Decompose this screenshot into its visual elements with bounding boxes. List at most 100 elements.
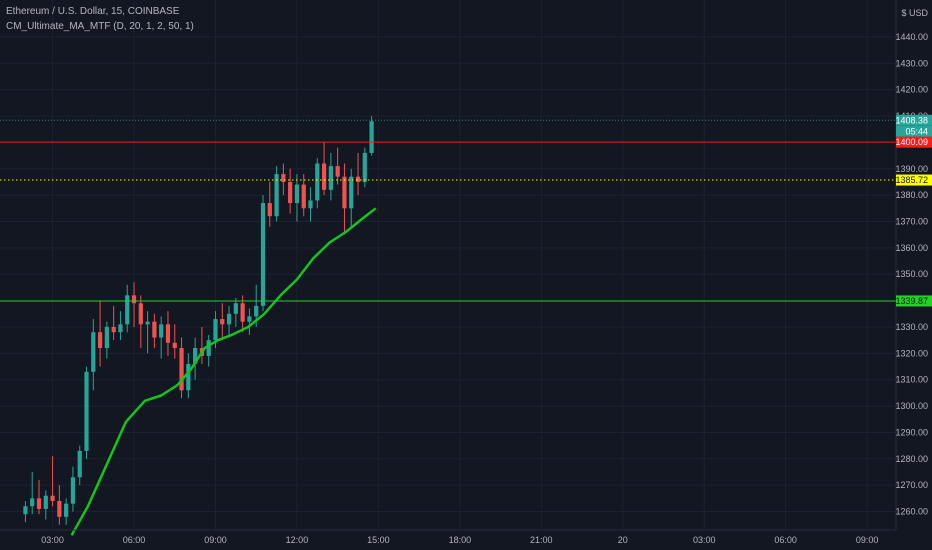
- candle-down: [288, 168, 293, 214]
- candle-up: [125, 284, 130, 333]
- candle-body: [57, 500, 62, 517]
- candle-body: [274, 174, 279, 217]
- candle-body: [335, 166, 340, 177]
- candle-up: [362, 147, 367, 188]
- candle-down: [301, 174, 306, 217]
- candle-up: [274, 166, 279, 222]
- candle-up: [91, 319, 96, 391]
- candle-body: [349, 176, 354, 209]
- candle-up: [70, 466, 76, 512]
- candle-up: [30, 471, 35, 515]
- candle-up: [260, 195, 266, 312]
- candle-up: [159, 316, 164, 359]
- candle-body: [233, 303, 238, 314]
- countdown-text: 05:44: [905, 126, 928, 136]
- candle-body: [159, 324, 164, 338]
- candle-body: [315, 163, 320, 201]
- candle-up: [64, 498, 69, 525]
- candle-body: [254, 305, 259, 317]
- candle-up: [118, 311, 123, 341]
- candle-up: [43, 490, 48, 520]
- candle-body: [104, 326, 109, 349]
- price-tick-label: 1280.00: [895, 454, 928, 464]
- time-tick-label: 09:00: [856, 535, 879, 545]
- last-price-label-text: 1408.38: [895, 115, 928, 125]
- candle-body: [131, 295, 137, 304]
- symbol-legend[interactable]: Ethereum / U.S. Dollar, 15, COINBASE: [6, 6, 180, 17]
- candle-down: [240, 295, 245, 333]
- candle-body: [193, 348, 198, 364]
- time-tick-label: 06:00: [123, 535, 146, 545]
- level-price-label: 1400.09: [895, 136, 932, 148]
- candle-body: [247, 316, 252, 322]
- grid-lines: [0, 0, 896, 530]
- candle-down: [172, 324, 177, 359]
- candle-down: [152, 313, 157, 349]
- candle-up: [77, 445, 82, 486]
- candle-body: [30, 498, 35, 507]
- time-tick-label: 09:00: [204, 535, 227, 545]
- candle-up: [349, 168, 354, 227]
- level-price-label-bg: [896, 136, 932, 148]
- candle-body: [23, 506, 28, 515]
- price-tick-label: 1330.00: [895, 322, 928, 332]
- price-tick-label: 1350.00: [895, 269, 928, 279]
- level-price-label-bg: [896, 174, 932, 186]
- candle-down: [97, 300, 103, 367]
- level-price-label-text: 1385.72: [895, 175, 928, 185]
- candle-body: [260, 203, 266, 306]
- candle-down: [335, 147, 340, 185]
- candle-down: [220, 303, 225, 341]
- time-tick-label: 03:00: [693, 535, 716, 545]
- candle-up: [308, 187, 313, 222]
- candle-body: [213, 319, 218, 341]
- price-tick-label: 1370.00: [895, 216, 928, 226]
- candle-body: [70, 477, 76, 504]
- time-tick-label: 06:00: [774, 535, 797, 545]
- candle-down: [36, 479, 42, 515]
- candle-body: [50, 495, 55, 501]
- candle-up: [193, 337, 198, 380]
- candle-body: [186, 363, 191, 391]
- time-tick-label: 21:00: [530, 535, 553, 545]
- candle-body: [220, 319, 225, 325]
- candle-body: [118, 324, 123, 333]
- last-price-label-bg: [896, 114, 932, 126]
- candle-body: [362, 152, 367, 182]
- candle-body: [342, 176, 347, 209]
- candle-down: [281, 163, 286, 196]
- moving-average-line: [70, 207, 377, 536]
- candle-body: [91, 332, 96, 372]
- level-price-label-text: 1400.09: [895, 137, 928, 147]
- price-tick-label: 1390.00: [895, 164, 928, 174]
- candle-up: [369, 116, 374, 156]
- price-tick-label: 1260.00: [895, 507, 928, 517]
- candle-down: [57, 485, 62, 525]
- candle-body: [138, 303, 143, 325]
- candle-up: [247, 308, 252, 335]
- candle-up: [23, 500, 28, 523]
- candle-body: [165, 324, 171, 343]
- price-tick-label: 1380.00: [895, 190, 928, 200]
- candle-body: [281, 174, 286, 182]
- candle-body: [240, 303, 245, 322]
- indicator-legend[interactable]: CM_Ultimate_MA_MTF (D, 20, 1, 2, 50, 1): [6, 21, 194, 32]
- price-tick-label: 1300.00: [895, 401, 928, 411]
- candle-up: [294, 174, 300, 222]
- candle-body: [321, 163, 327, 190]
- candle-body: [125, 295, 130, 325]
- candle-body: [369, 121, 374, 153]
- level-price-label: 1385.72: [895, 174, 932, 186]
- candle-down: [50, 456, 55, 507]
- candle-up: [315, 158, 320, 209]
- price-axis-background: [896, 0, 932, 550]
- candle-up: [145, 311, 150, 354]
- candle-body: [111, 326, 116, 333]
- price-tick-label: 1270.00: [895, 480, 928, 490]
- level-price-label-bg: [896, 295, 932, 307]
- candle-body: [206, 340, 211, 356]
- time-tick-label: 15:00: [367, 535, 390, 545]
